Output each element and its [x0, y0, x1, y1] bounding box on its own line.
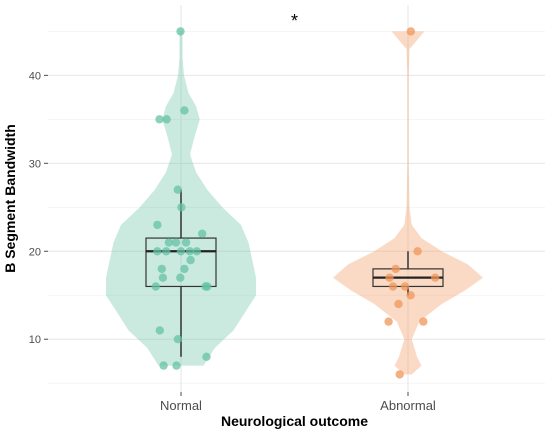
- point-normal: [192, 247, 201, 256]
- y-tick-label: 20: [29, 246, 41, 258]
- point-normal: [155, 115, 164, 124]
- point-normal: [162, 247, 171, 256]
- point-abnormal: [419, 317, 428, 326]
- point-abnormal: [406, 27, 415, 36]
- point-abnormal: [385, 273, 394, 282]
- x-axis: Normal Abnormal: [160, 392, 436, 413]
- point-normal: [155, 326, 164, 335]
- y-axis: 10 20 30 40: [29, 70, 48, 346]
- point-normal: [162, 115, 171, 124]
- grid-lines: [48, 5, 545, 392]
- point-normal: [198, 229, 207, 238]
- y-tick-label: 30: [29, 158, 41, 170]
- point-abnormal: [394, 299, 403, 309]
- violin-abnormal: [333, 31, 483, 375]
- point-normal: [153, 220, 162, 230]
- y-axis-title: B Segment Bandwidth: [2, 124, 18, 273]
- point-abnormal: [406, 291, 415, 300]
- y-tick-label: 40: [29, 70, 41, 82]
- point-abnormal: [384, 317, 393, 326]
- point-normal: [185, 247, 194, 256]
- x-tick-label-normal: Normal: [160, 398, 202, 413]
- point-normal: [151, 282, 160, 291]
- data-points: [151, 27, 440, 379]
- point-normal: [173, 335, 183, 344]
- point-normal: [176, 273, 185, 282]
- point-normal: [173, 185, 182, 194]
- point-normal: [181, 238, 191, 247]
- point-normal: [171, 238, 181, 247]
- point-normal: [203, 282, 212, 291]
- point-normal: [176, 247, 186, 256]
- point-normal: [186, 255, 195, 265]
- point-abnormal: [391, 264, 400, 274]
- significance-marker: *: [291, 11, 298, 31]
- point-normal: [172, 361, 181, 370]
- point-normal: [177, 203, 186, 212]
- point-abnormal: [413, 247, 422, 256]
- point-normal: [153, 247, 162, 256]
- point-normal: [176, 27, 185, 36]
- point-normal: [180, 106, 189, 115]
- point-abnormal: [431, 273, 440, 282]
- point-normal: [157, 264, 166, 274]
- point-normal: [159, 361, 168, 370]
- point-normal: [164, 238, 174, 247]
- y-tick-label: 10: [29, 334, 41, 346]
- point-abnormal: [388, 282, 398, 291]
- point-abnormal: [400, 282, 410, 291]
- x-axis-title: Neurological outcome: [221, 413, 368, 429]
- x-tick-label-abnormal: Abnormal: [380, 398, 436, 413]
- box-normal: [145, 237, 217, 288]
- point-normal: [202, 352, 211, 361]
- point-abnormal: [395, 370, 404, 379]
- point-normal: [180, 264, 189, 274]
- point-normal: [158, 273, 168, 282]
